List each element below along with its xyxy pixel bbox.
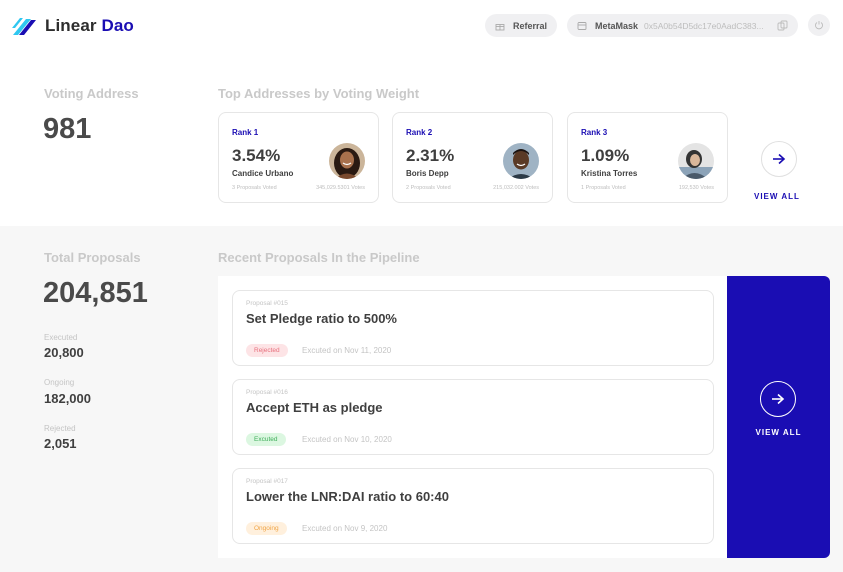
avatar: [678, 143, 714, 179]
avatar: [503, 143, 539, 179]
referral-label: Referral: [512, 20, 547, 31]
rank-label: Rank 2: [406, 128, 433, 137]
rank-percentage: 3.54%: [232, 146, 281, 165]
header: Linear Dao Referral MetaMask 0x5A0b54D5d…: [0, 0, 843, 52]
executed-count: 20,800: [44, 345, 84, 360]
proposal-id: Proposal #016: [246, 389, 288, 396]
rank-proposals: 1 Proposals Voted: [581, 185, 626, 191]
status-badge: Excuted: [246, 433, 286, 446]
proposal-id: Proposal #017: [246, 478, 288, 485]
power-icon: [815, 21, 823, 30]
rank-proposals: 3 Proposals Voted: [232, 185, 277, 191]
logo-text: Linear Dao: [45, 16, 134, 35]
rank-votes: 215,032.002 Votes: [493, 185, 539, 191]
rank-percentage: 2.31%: [406, 146, 455, 165]
proposal-card-017[interactable]: Proposal #017 Lower the LNR:DAI ratio to…: [232, 468, 714, 544]
logo[interactable]: Linear Dao: [11, 13, 134, 39]
arrow-right-icon: [773, 153, 786, 165]
power-button[interactable]: [808, 14, 830, 36]
view-all-proposals-panel[interactable]: VIEW ALL: [727, 276, 830, 558]
referral-button[interactable]: Referral: [485, 14, 557, 37]
view-all-addresses-link[interactable]: VIEW ALL: [754, 192, 800, 201]
ongoing-label: Ongoing: [44, 378, 75, 387]
voting-address-label: Voting Address: [44, 86, 139, 101]
arrow-right-icon: [772, 393, 785, 405]
voting-address-count: 981: [43, 113, 92, 145]
view-all-addresses-button[interactable]: [761, 141, 797, 177]
view-all-proposals-link[interactable]: VIEW ALL: [755, 428, 802, 437]
wallet-address: 0x5A0b54D5dc17e0AadC383...: [644, 20, 764, 31]
rank-card-2[interactable]: Rank 2 2.31% Boris Depp 2 Proposals Vote…: [392, 112, 553, 203]
rank-name: Candice Urbano: [232, 169, 294, 178]
rank-name: Boris Depp: [406, 169, 449, 178]
total-proposals-count: 204,851: [43, 277, 148, 309]
copy-icon[interactable]: [777, 20, 788, 31]
proposal-date: Excuted on Nov 11, 2020: [302, 346, 392, 355]
rank-card-3[interactable]: Rank 3 1.09% Kristina Torres 1 Proposals…: [567, 112, 728, 203]
proposal-card-015[interactable]: Proposal #015 Set Pledge ratio to 500% R…: [232, 290, 714, 366]
wallet-button[interactable]: MetaMask 0x5A0b54D5dc17e0AadC383...: [567, 14, 798, 37]
pipeline-label: Recent Proposals In the Pipeline: [218, 250, 420, 265]
proposal-card-016[interactable]: Proposal #016 Accept ETH as pledge Excut…: [232, 379, 714, 455]
rank-label: Rank 3: [581, 128, 608, 137]
rank-votes: 345,029.5301 Votes: [316, 185, 365, 191]
rank-proposals: 2 Proposals Voted: [406, 185, 451, 191]
proposal-title: Lower the LNR:DAI ratio to 60:40: [246, 489, 449, 504]
executed-label: Executed: [44, 333, 78, 342]
rank-votes: 192,530 Votes: [678, 185, 714, 191]
rank-label: Rank 1: [232, 128, 259, 137]
total-proposals-label: Total Proposals: [44, 250, 141, 265]
proposal-date: Excuted on Nov 10, 2020: [302, 435, 392, 444]
rejected-label: Rejected: [44, 424, 76, 433]
status-badge: Rejected: [246, 344, 288, 357]
proposal-title: Set Pledge ratio to 500%: [246, 311, 397, 326]
gift-icon: [495, 23, 505, 30]
rank-percentage: 1.09%: [581, 146, 630, 165]
rank-card-1[interactable]: Rank 1 3.54% Candice Urbano 3 Proposals …: [218, 112, 379, 203]
view-all-proposals-button[interactable]: [760, 381, 796, 417]
ongoing-count: 182,000: [44, 391, 91, 406]
avatar: [329, 143, 365, 179]
wallet-label: MetaMask: [595, 20, 639, 31]
status-badge: Ongoing: [246, 522, 287, 535]
linear-logo-icon: [12, 18, 36, 35]
proposal-date: Excuted on Nov 9, 2020: [302, 524, 388, 533]
proposal-title: Accept ETH as pledge: [246, 400, 383, 415]
top-addresses-label: Top Addresses by Voting Weight: [218, 86, 420, 101]
rejected-count: 2,051: [44, 436, 77, 451]
rank-name: Kristina Torres: [581, 169, 638, 178]
proposal-id: Proposal #015: [246, 300, 288, 307]
wallet-icon: [577, 21, 587, 30]
